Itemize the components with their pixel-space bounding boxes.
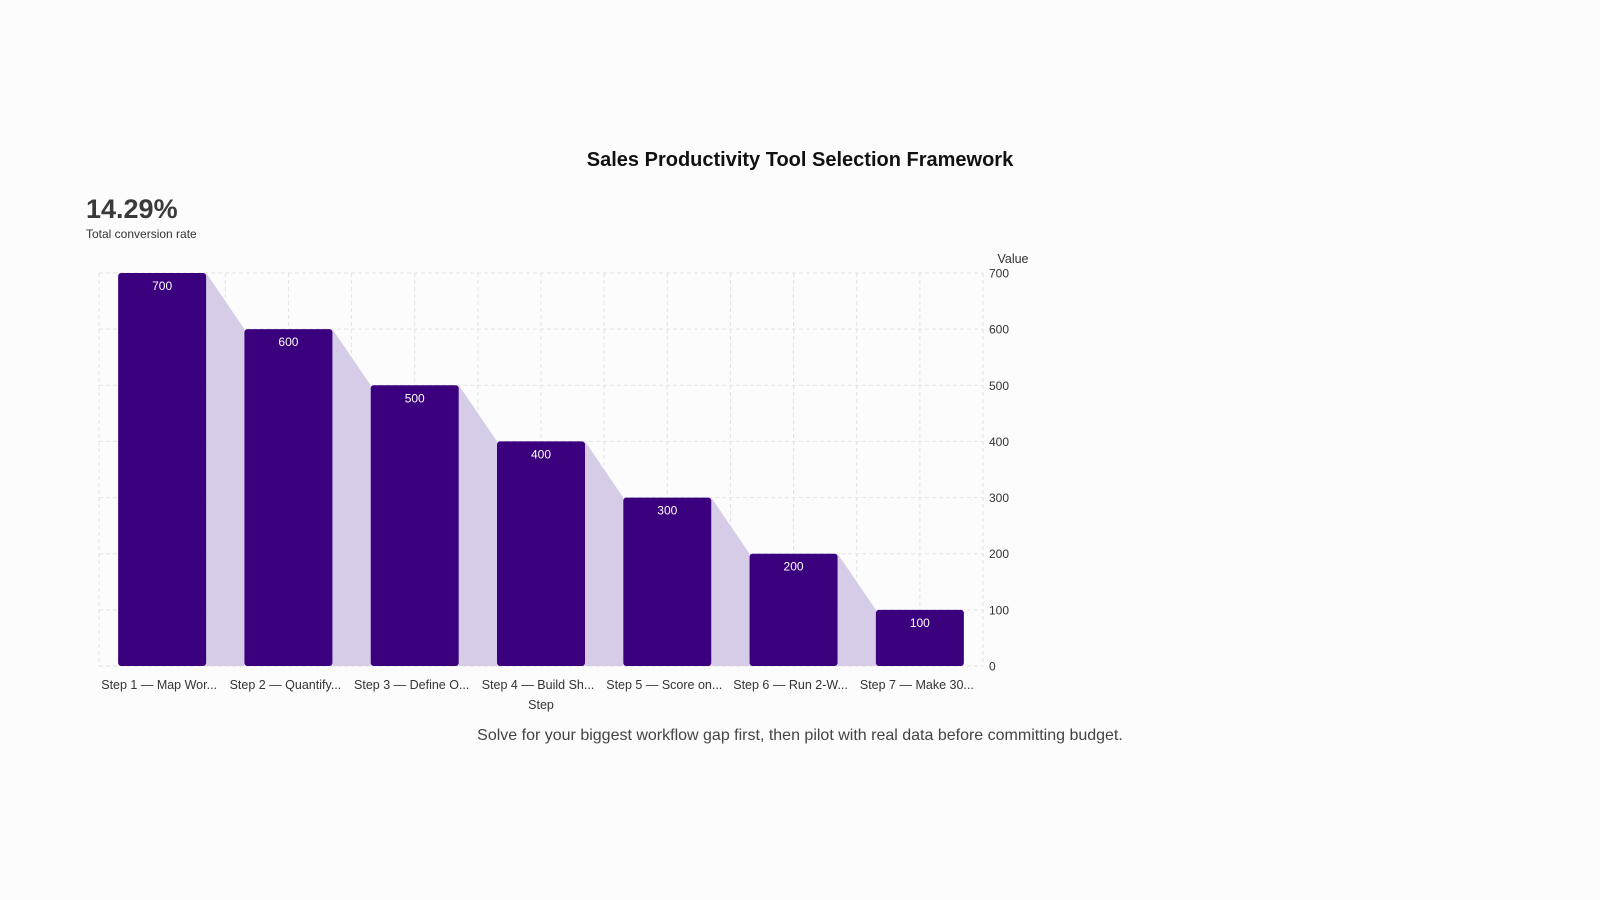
conversion-rate-value: 14.29% — [86, 194, 178, 224]
label-layer: 700 600 500 400 300 200 100 — [152, 279, 930, 630]
bar[interactable] — [749, 553, 838, 666]
funnel-connector — [458, 385, 497, 666]
bar-value-label: 600 — [278, 335, 298, 349]
y-tick-label: 500 — [989, 379, 1009, 393]
y-tick-label: 300 — [989, 491, 1009, 505]
x-tick-label: Step 3 — Define O... — [354, 678, 469, 692]
bar[interactable] — [875, 609, 964, 666]
x-tick-label: Step 1 — Map Wor... — [101, 678, 217, 692]
funnel-connector — [206, 273, 245, 666]
bar-value-label: 100 — [910, 616, 930, 630]
y-tick-label: 100 — [989, 603, 1009, 617]
x-tick-label: Step 2 — Quantify... — [230, 678, 342, 692]
bar-value-label: 500 — [405, 391, 425, 405]
funnel-connector — [332, 329, 371, 666]
y-tick-label: 400 — [989, 435, 1009, 449]
bar[interactable] — [623, 497, 712, 666]
bar[interactable] — [118, 273, 207, 666]
chart-caption: Solve for your biggest workflow gap firs… — [477, 727, 1123, 744]
x-tick-label: Step 5 — Score on... — [606, 678, 722, 692]
bar-value-label: 700 — [152, 279, 172, 293]
connector-layer — [206, 273, 876, 666]
y-tick-label: 700 — [989, 267, 1009, 281]
bar-layer — [118, 273, 964, 666]
x-axis-title: Step — [528, 698, 554, 712]
bar-value-label: 300 — [657, 504, 677, 518]
bar[interactable] — [244, 329, 333, 666]
y-tick-label: 600 — [989, 323, 1009, 337]
x-tick-label: Step 4 — Build Sh... — [482, 678, 595, 692]
y-axis-title: Value — [997, 252, 1028, 266]
grid-layer — [98, 272, 984, 667]
y-tick-label: 0 — [989, 660, 996, 674]
x-tick-label: Step 7 — Make 30... — [860, 678, 974, 692]
axis-layer: 0 100 200 300 400 500 600 700 Step 1 — Map Wor..… — [101, 252, 1028, 712]
x-tick-label: Step 6 — Run 2-W... — [733, 678, 848, 692]
funnel-connector — [711, 497, 750, 666]
bar-value-label: 400 — [531, 447, 551, 461]
bar[interactable] — [497, 441, 585, 666]
y-tick-label: 200 — [989, 547, 1009, 561]
chart-title: Sales Productivity Tool Selection Framew… — [586, 149, 1014, 171]
conversion-rate-label: Total conversion rate — [86, 227, 197, 241]
bar[interactable] — [370, 385, 459, 666]
bar-value-label: 200 — [784, 560, 804, 574]
funnel-connector — [585, 441, 624, 666]
funnel-connector — [837, 553, 876, 666]
